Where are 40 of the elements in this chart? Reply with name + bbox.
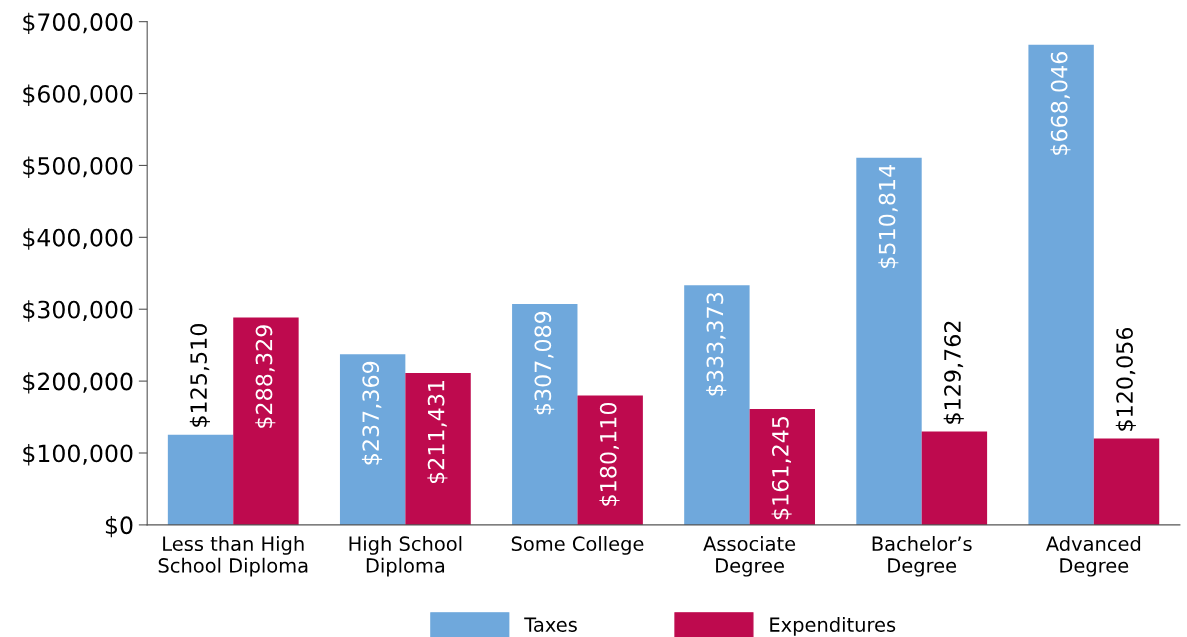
data-label: $333,373 <box>706 293 727 396</box>
y-tick-label: $400,000 <box>23 228 133 250</box>
bar <box>856 157 922 525</box>
x-tick-label: Bachelor’s Degree <box>872 536 972 577</box>
x-tick-label: Less than High School Diploma <box>158 536 308 577</box>
bar <box>1093 438 1160 525</box>
bar <box>577 395 643 525</box>
data-label: $125,510 <box>189 324 210 427</box>
x-tick-label: Some College <box>511 536 644 555</box>
bar <box>749 408 815 525</box>
data-label: $161,245 <box>771 416 792 520</box>
data-label: $510,814 <box>878 164 899 268</box>
legend-label: Taxes <box>524 617 577 632</box>
bar <box>921 431 988 525</box>
data-label: $129,762 <box>943 321 964 424</box>
bar <box>684 285 750 525</box>
legend-label: Expenditures <box>770 616 896 636</box>
y-tick-label: $600,000 <box>23 84 133 106</box>
y-tick-label: $100,000 <box>23 444 133 466</box>
y-tick-label: $500,000 <box>23 156 133 178</box>
data-label: $237,369 <box>361 361 383 465</box>
y-tick-label: $300,000 <box>23 300 133 322</box>
y-tick-label: $700,000 <box>23 12 133 35</box>
bar <box>405 372 471 525</box>
x-tick-label: Advanced Degree <box>1045 536 1141 577</box>
data-label: $120,056 <box>1115 327 1136 431</box>
bar <box>1028 44 1094 525</box>
data-label: $211,431 <box>427 380 448 484</box>
data-label: $668,046 <box>1050 52 1071 155</box>
data-label: $307,089 <box>534 311 555 415</box>
y-tick-label: $200,000 <box>23 372 133 394</box>
y-tick-label: $0 <box>105 515 133 538</box>
x-tick-label: Associate Degree <box>703 536 796 577</box>
bar <box>512 304 578 525</box>
data-label: $288,329 <box>255 325 276 428</box>
bar <box>167 434 234 525</box>
bar <box>233 317 299 525</box>
bar <box>339 354 406 525</box>
data-label: $180,110 <box>599 402 620 506</box>
x-tick-label: High School Diploma <box>349 536 462 577</box>
